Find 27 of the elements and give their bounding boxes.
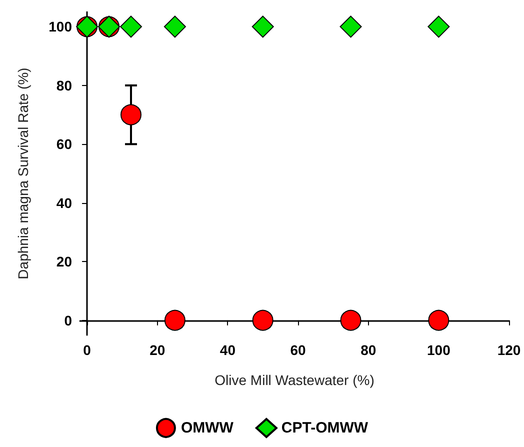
point xyxy=(120,16,142,38)
x-tick-label: 80 xyxy=(360,342,376,358)
y-tick-label: 40 xyxy=(56,194,72,211)
point xyxy=(164,16,186,38)
y-axis-title: Daphnia magna Survival Rate (%) xyxy=(15,68,31,280)
x-tick-label: 120 xyxy=(497,342,521,358)
x-tick-label: 100 xyxy=(426,342,451,358)
y-tick-label: 80 xyxy=(56,77,72,94)
point xyxy=(252,310,274,331)
x-tick-label: 0 xyxy=(83,342,92,358)
y-tick-label: 60 xyxy=(56,136,72,152)
point xyxy=(340,16,362,38)
x-axis-title: Olive Mill Wastewater (%) xyxy=(214,372,374,388)
x-tick-label: 20 xyxy=(150,342,166,358)
legend-label: CPT-OMWW xyxy=(281,420,369,436)
y-tick-label: 20 xyxy=(56,254,72,270)
point xyxy=(428,16,450,38)
x-tick-label: 60 xyxy=(290,342,306,358)
y-tick-label: 100 xyxy=(48,18,72,35)
point xyxy=(252,16,274,38)
y-tick-label: 0 xyxy=(64,312,72,328)
point xyxy=(120,104,142,126)
x-tick-label: 40 xyxy=(220,342,236,358)
point xyxy=(164,310,186,331)
legend-label: OMWW xyxy=(180,420,234,436)
point xyxy=(428,310,450,331)
point xyxy=(340,310,362,331)
